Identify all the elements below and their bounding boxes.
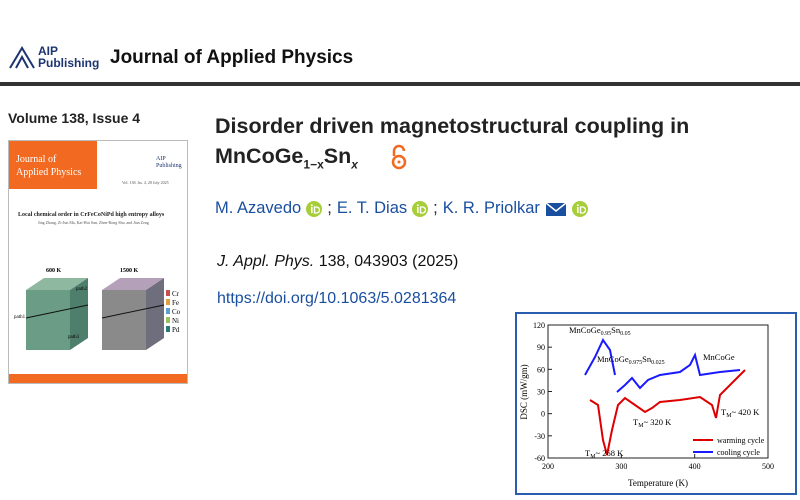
publisher: AIP — [38, 44, 59, 58]
publisher-logo: AIP Publishing — [38, 45, 99, 69]
citation-line: J. Appl. Phys. 138, 043903 (2025) — [217, 253, 458, 271]
legend-entry: warming cycle — [717, 436, 765, 445]
y-tick-label: 30 — [537, 388, 545, 397]
x-tick-label: 300 — [615, 462, 627, 471]
cover-publisher: AIP — [156, 156, 166, 162]
annotation: TM~ 420 K — [721, 407, 760, 419]
open-access-icon[interactable] — [390, 144, 408, 170]
orcid-icon[interactable] — [571, 200, 588, 217]
text-part: ~ 268 K — [596, 448, 625, 458]
cover-image: Journal of Applied Physics AIP Publishin… — [8, 140, 188, 384]
text-part: 0.975 — [629, 360, 643, 366]
formula-sub: x — [351, 157, 358, 172]
separator: ; — [327, 199, 332, 217]
issue: Volume 138, Issue 4 — [8, 110, 141, 126]
x-tick-label: 500 — [762, 462, 774, 471]
text-part: ~ 320 K — [644, 417, 673, 427]
element: Pd — [172, 326, 180, 334]
annotation: MnCoGe0.975Sn0.025 — [597, 354, 665, 366]
journal-abbrev: J. Appl. Phys. — [217, 253, 315, 270]
legend-entry: cooling cycle — [717, 448, 760, 457]
email-icon[interactable] — [545, 201, 567, 217]
title-formula: MnCoGe1−xSnx — [215, 144, 358, 171]
y-tick-label: 120 — [533, 321, 545, 330]
author[interactable]: M. Azavedo — [215, 199, 302, 217]
cover-title: Local chemical order in CrFeCoNiPd high … — [18, 212, 165, 218]
annotation: TM~ 320 K — [633, 417, 672, 429]
orcid-icon[interactable] — [306, 200, 323, 217]
y-axis-label: DSC (mW/gm) — [519, 364, 529, 419]
legend-swatch — [166, 317, 170, 323]
graphical-abstract: MnCoGe0.95Sn0.05 MnCoGe0.975Sn0.025 MnCo… — [515, 312, 797, 495]
text-part: 0.95 — [601, 331, 612, 337]
cube — [25, 278, 165, 350]
element: Co — [172, 308, 181, 316]
element: Cr — [172, 290, 180, 298]
text-part: T — [585, 448, 591, 458]
x-axis-label: Temperature (K) — [628, 478, 688, 488]
text-part: MnCoGe — [597, 354, 629, 364]
text-part: M — [590, 454, 596, 460]
cover-info: Vol. 138, Iss. 4, 28 July 2025 — [122, 180, 169, 186]
authors: M. Azavedo; E. T. Dias; K. R. Priolkar — [215, 199, 588, 218]
author[interactable]: E. T. Dias — [336, 199, 408, 217]
cover-path: path2 — [76, 287, 88, 292]
cover-authors: Jing Zhang, Zi-Jun Ma, Kai-Hui Sun, Zhen… — [38, 220, 149, 226]
cover-path: path3 — [68, 335, 80, 340]
logo-icon — [9, 46, 35, 69]
cover-journal: Applied Physics — [16, 167, 81, 178]
curve — [589, 369, 746, 456]
text-part: 0.025 — [651, 360, 665, 366]
x-tick-label: 200 — [542, 462, 554, 471]
y-tick-label: 60 — [537, 365, 545, 374]
legend-swatch — [166, 326, 170, 332]
text-part: Sn — [642, 354, 652, 364]
text-part: T — [721, 407, 727, 417]
y-tick-label: 90 — [537, 343, 545, 352]
text-part: M — [638, 423, 644, 429]
cover-path: path1 — [14, 315, 26, 320]
curve — [584, 338, 616, 376]
legend-swatch — [166, 290, 170, 296]
text-part: M — [726, 413, 732, 419]
text-part: Sn — [611, 325, 621, 335]
y-tick-label: -30 — [534, 432, 545, 441]
cover-publisher: Publishing — [156, 163, 182, 169]
cover-panel: 1500 K — [120, 268, 139, 274]
citation: 138, 043903 (2025) — [318, 253, 459, 270]
publisher: Publishing — [38, 56, 100, 70]
legend-swatch — [166, 308, 170, 314]
curve — [616, 352, 741, 393]
journal-name: Journal of Applied Physics — [110, 47, 354, 68]
element: Fe — [172, 299, 179, 307]
cover-journal: Journal of — [16, 154, 57, 165]
formula: Sn — [323, 144, 352, 168]
text-part: MnCoGe — [569, 325, 601, 335]
y-tick-label: -60 — [534, 454, 545, 463]
text-part: 0.05 — [620, 331, 631, 337]
cover-legend: CrFeCoNiPd — [166, 290, 181, 334]
separator: ; — [433, 199, 438, 217]
text-part: T — [633, 417, 639, 427]
annotation: MnCoGe — [703, 352, 735, 362]
formula: MnCoGe — [215, 144, 304, 168]
doi-link[interactable]: https://doi.org/10.1063/5.0281364 — [217, 290, 457, 307]
formula-sub: 1−x — [303, 157, 324, 172]
annotation: MnCoGe0.95Sn0.05 — [569, 325, 631, 337]
title: Disorder driven magnetostructural coupli… — [215, 114, 690, 138]
orcid-icon[interactable] — [412, 200, 429, 217]
annotation: TM~ 268 K — [585, 448, 624, 460]
author[interactable]: K. R. Priolkar — [442, 199, 540, 217]
x-tick-label: 400 — [689, 462, 701, 471]
legend-swatch — [166, 299, 170, 305]
cover-panel: 600 K — [46, 268, 62, 274]
element: Ni — [172, 317, 179, 325]
divider — [0, 82, 800, 86]
y-tick-label: 0 — [541, 410, 545, 419]
text-part: ~ 420 K — [732, 407, 761, 417]
